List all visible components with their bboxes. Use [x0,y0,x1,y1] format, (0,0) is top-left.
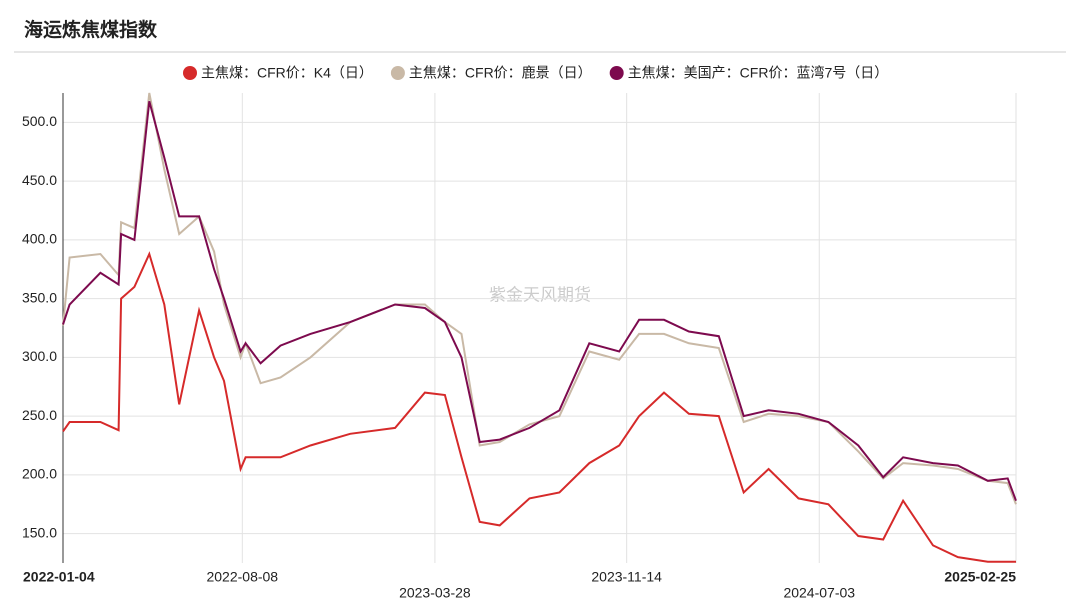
y-tick-label: 500.0 [22,113,57,129]
series-line [62,100,1017,502]
legend-marker [390,66,405,80]
x-tick-label: 2022-08-08 [206,569,278,585]
y-tick-label: 400.0 [22,231,57,247]
legend-marker [609,66,624,80]
watermark: 紫金天风期货 [489,285,591,304]
x-tick-label: 2024-07-03 [783,585,855,601]
x-tick-label: 2025-02-25 [944,569,1016,585]
x-tick-label: 2022-01-04 [23,569,95,585]
legend-label: 主焦煤：美国产：CFR价：蓝湾7号（日） [628,65,889,81]
series-line [62,92,1017,505]
y-tick-label: 350.0 [22,289,57,305]
x-tick-label: 2023-11-14 [591,569,662,585]
y-tick-label: 200.0 [22,466,57,482]
legend-label: 主焦煤：CFR价：K4（日） [201,65,373,81]
y-tick-label: 300.0 [22,348,57,364]
chart-title: 海运炼焦煤指数 [24,18,158,41]
legend-marker [183,66,197,80]
legend-label: 主焦煤：CFR价：鹿景（日） [409,65,592,81]
x-tick-label: 2023-03-28 [399,585,471,601]
series-line [62,251,1016,563]
y-tick-label: 150.0 [22,524,57,540]
y-tick-label: 450.0 [22,172,57,188]
y-tick-label: 250.0 [22,407,57,423]
